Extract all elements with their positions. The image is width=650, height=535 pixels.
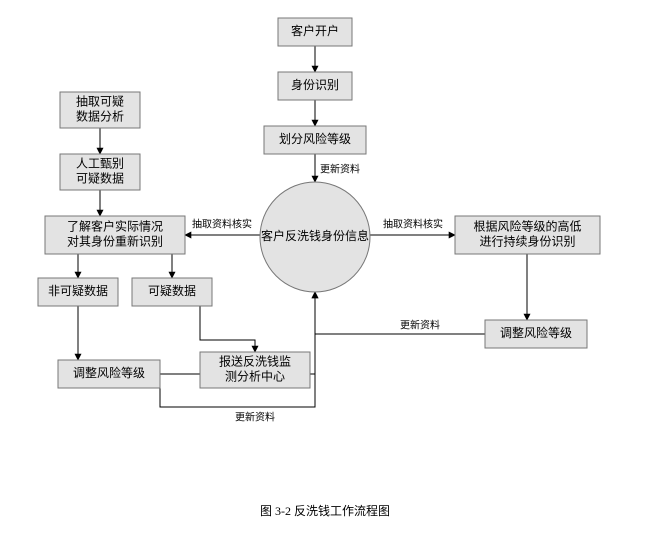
caption: 图 3-2 反洗钱工作流程图 — [260, 503, 390, 518]
node-n1: 客户开户 — [278, 18, 352, 46]
node-n3-line0: 划分风险等级 — [279, 131, 351, 146]
node-n5-line1: 数据分析 — [76, 108, 124, 123]
edge-label-10: 更新资料 — [235, 410, 275, 423]
node-n9: 可疑数据 — [132, 278, 212, 306]
node-n6: 人工甄别可疑数据 — [60, 154, 140, 190]
node-n7-line0: 了解客户实际情况 — [67, 218, 163, 233]
node-n8: 非可疑数据 — [38, 278, 118, 306]
node-n2-line0: 身份识别 — [291, 77, 339, 92]
node-n7-line1: 对其身份重新识别 — [67, 233, 163, 248]
edge-label-4: 抽取资料核实 — [383, 217, 443, 230]
node-n6-line1: 可疑数据 — [76, 170, 124, 185]
node-n1-line0: 客户开户 — [291, 23, 339, 38]
node-n2: 身份识别 — [278, 72, 352, 100]
node-n6-line0: 人工甄别 — [76, 156, 124, 170]
node-n11-line1: 测分析中心 — [225, 368, 285, 383]
node-n4-line0: 客户反洗钱身份信息 — [261, 228, 369, 243]
node-n4: 客户反洗钱身份信息 — [260, 182, 370, 292]
node-n5-line0: 抽取可疑 — [76, 93, 124, 108]
node-n8-line0: 非可疑数据 — [48, 283, 108, 298]
node-n12: 根据风险等级的高低进行持续身份识别 — [455, 216, 600, 254]
node-n11: 报送反洗钱监测分析中心 — [200, 352, 310, 388]
node-n5: 抽取可疑数据分析 — [60, 92, 140, 128]
edge-label-14: 更新资料 — [400, 318, 440, 331]
node-n3: 划分风险等级 — [264, 126, 366, 154]
node-n10-line0: 调整风险等级 — [73, 365, 145, 380]
edge-label-3: 抽取资料核实 — [192, 217, 252, 230]
node-n13: 调整风险等级 — [485, 320, 587, 348]
edge-label-2: 更新资料 — [320, 162, 360, 175]
edge-12 — [200, 306, 255, 352]
node-n12-line1: 进行持续身份识别 — [479, 233, 575, 248]
flowchart: 更新资料抽取资料核实抽取资料核实更新资料更新资料 客户开户身份识别划分风险等级客… — [0, 0, 650, 535]
node-n7: 了解客户实际情况对其身份重新识别 — [45, 216, 185, 254]
node-n12-line0: 根据风险等级的高低 — [473, 218, 581, 233]
node-n13-line0: 调整风险等级 — [500, 325, 572, 340]
node-n11-line0: 报送反洗钱监 — [219, 353, 291, 368]
node-n10: 调整风险等级 — [58, 360, 160, 388]
node-n9-line0: 可疑数据 — [148, 283, 196, 298]
